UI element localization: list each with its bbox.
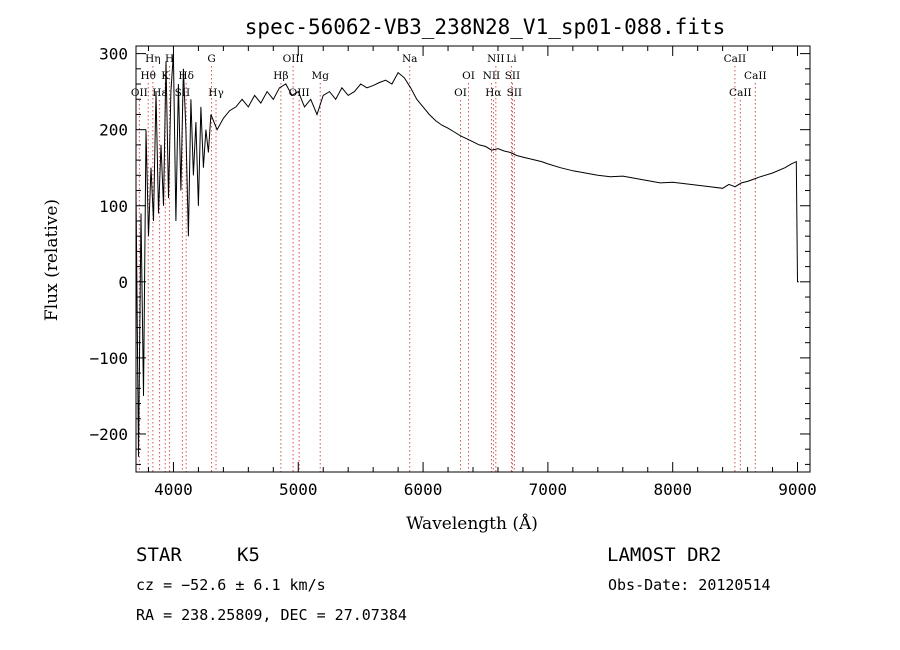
line-marker-label-7: Hδ <box>178 70 193 82</box>
y-tick-label-5: 300 <box>99 45 128 64</box>
line-marker-label-9: Hγ <box>208 87 223 99</box>
x-tick-label-1: 5000 <box>279 480 318 499</box>
line-marker-label-15: OI <box>454 87 467 99</box>
line-marker-label-18: Hα <box>485 87 501 99</box>
plot-axes: 4000 5000 6000 7000 8000 9000 −200 −100 0 100 200 3… <box>89 45 816 499</box>
line-marker-label-4: Hε <box>152 87 167 99</box>
y-tick-label-3: 100 <box>99 197 128 216</box>
y-tick-label-2: 0 <box>118 273 128 292</box>
line-marker-label-22: SII <box>507 87 523 99</box>
line-marker-label-5: H <box>165 53 174 65</box>
line-marker-label-8: G <box>207 53 215 65</box>
line-marker-label-6: SII <box>175 87 191 99</box>
object-subclass: K5 <box>237 544 260 566</box>
line-marker-label-3: K <box>161 70 169 82</box>
line-marker-label-16: OI <box>462 70 475 82</box>
obs-date: Obs-Date: 20120514 <box>608 576 771 594</box>
x-tick-label-0: 4000 <box>154 480 193 499</box>
y-axis-label: Flux (relative) <box>42 199 62 321</box>
line-marker-label-19: NII <box>487 53 504 65</box>
x-axis-label: Wavelength (Å) <box>406 513 538 534</box>
line-marker-label-10: Hβ <box>273 70 288 82</box>
line-marker-label-21: SII <box>505 70 521 82</box>
survey-label: LAMOST DR2 <box>607 544 721 566</box>
coordinates: RA = 238.25809, DEC = 27.07384 <box>136 606 407 624</box>
x-tick-label-3: 7000 <box>529 480 568 499</box>
line-marker-label-13: Mg <box>311 70 329 82</box>
line-marker-label-11: OIII <box>283 53 304 65</box>
line-marker-label-17: NII <box>483 70 500 82</box>
line-marker-label-25: CaII <box>744 70 767 82</box>
line-marker-label-23: CaII <box>724 53 747 65</box>
redshift-readout: cz = −52.6 ± 6.1 km/s <box>136 576 326 594</box>
object-class: STAR <box>136 544 182 566</box>
y-tick-label-1: −100 <box>89 349 128 368</box>
line-marker-label-14: Na <box>402 53 417 65</box>
y-tick-label-0: −200 <box>89 425 128 444</box>
x-tick-label-5: 9000 <box>778 480 817 499</box>
line-marker-label-0: OII <box>131 87 148 99</box>
spectrum-line <box>136 53 799 457</box>
plot-frame <box>135 45 811 473</box>
line-marker-label-24: CaII <box>729 87 752 99</box>
line-marker-label-1: Hθ <box>140 70 155 82</box>
y-tick-label-4: 200 <box>99 121 128 140</box>
chart-title: spec-56062-VB3_238N28_V1_sp01-088.fits <box>245 15 725 39</box>
line-marker-label-12: OIII <box>289 87 310 99</box>
line-marker-label-20: Li <box>506 53 517 65</box>
line-markers <box>138 66 756 472</box>
x-tick-label-4: 8000 <box>653 480 692 499</box>
line-marker-label-2: Hη <box>145 53 160 65</box>
spectrum-series <box>136 53 799 457</box>
x-tick-label-2: 6000 <box>404 480 443 499</box>
